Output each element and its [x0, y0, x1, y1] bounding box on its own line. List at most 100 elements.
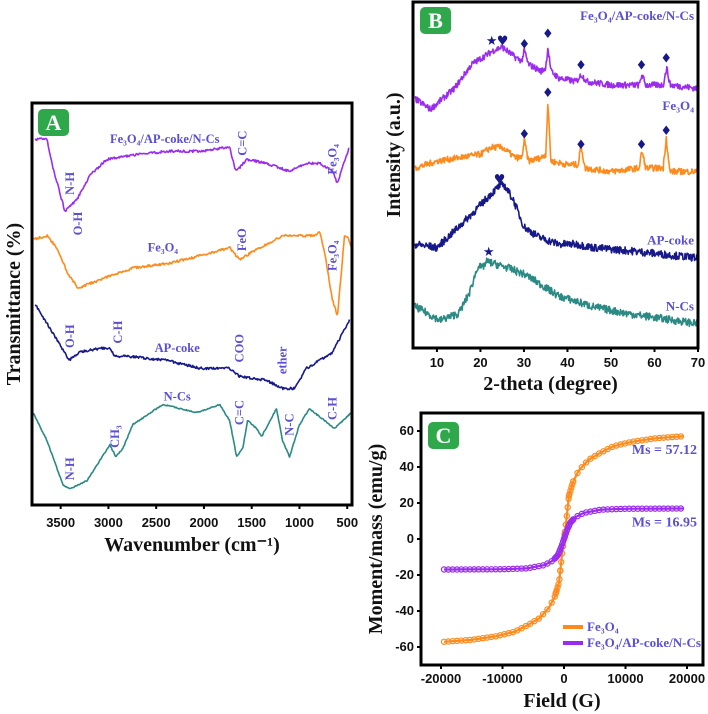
data-point	[548, 599, 555, 606]
x-axis-title: Field (G)	[523, 690, 600, 712]
data-point	[518, 565, 525, 572]
series-line-ap-coke	[34, 304, 351, 391]
peak-annotation: C=C	[233, 400, 247, 425]
series-line-fe-o-	[33, 231, 353, 316]
data-point	[557, 567, 564, 574]
peak-annotation: N-C	[283, 413, 297, 435]
data-point	[483, 634, 491, 641]
diamond-marker-icon: ♦	[575, 138, 587, 153]
y-axis-title: Intensity (a.u.)	[383, 92, 405, 217]
y-axis-title: Transmittance (%)	[3, 223, 25, 385]
data-point	[553, 587, 560, 594]
legend-label: Fe₃O₄/AP-coke/N-Cs	[587, 635, 701, 650]
data-point	[673, 505, 680, 512]
data-point	[488, 633, 495, 641]
data-point	[613, 505, 620, 513]
series-line-ap-coke	[414, 181, 699, 262]
data-point	[509, 565, 517, 573]
series-label: AP-coke	[647, 233, 694, 248]
data-point	[613, 442, 620, 449]
data-point	[673, 433, 680, 440]
peak-annotation: N-Cs	[164, 389, 191, 403]
diamond-marker-icon: ♦	[636, 138, 648, 153]
data-point	[558, 558, 565, 566]
diamond-marker-icon: ♦	[519, 127, 531, 142]
data-point	[582, 509, 590, 516]
data-point	[440, 566, 448, 573]
data-point	[496, 632, 504, 639]
ftir-panel: Fe₃O₄/AP-coke/N-Cs N-H O-H C=C Fe₃O₄ Fe₃O₄ FeO…	[3, 131, 358, 556]
data-point	[574, 469, 581, 477]
series-line-fe-o-ap-coke-n-cs	[414, 44, 699, 112]
data-point	[475, 635, 482, 643]
data-point	[492, 566, 499, 573]
data-point	[475, 566, 482, 573]
data-point	[531, 563, 538, 571]
peak-annotation: O-H	[71, 212, 85, 236]
data-point	[479, 566, 487, 573]
data-point	[453, 566, 461, 573]
xrd-frame	[411, 0, 700, 350]
data-point	[522, 565, 530, 572]
data-point	[449, 637, 456, 645]
data-point	[677, 505, 685, 512]
x-tick-label: 60	[647, 355, 661, 370]
diamond-marker-icon: ♦	[542, 27, 554, 42]
series-label: Fe₃O₄	[662, 98, 694, 113]
data-point	[591, 507, 598, 515]
x-tick-label: 20	[473, 355, 487, 370]
data-point	[621, 505, 629, 512]
data-point	[608, 506, 616, 513]
x-tick-label: 3500	[46, 515, 75, 530]
data-point	[492, 633, 499, 640]
heart-marker-icon: ♥	[494, 172, 506, 187]
diamond-marker-icon: ♦	[660, 124, 672, 139]
data-point	[630, 505, 637, 512]
badge-box	[38, 109, 69, 136]
legend-label: Fe₃O₄	[587, 619, 619, 634]
data-point	[651, 505, 659, 512]
data-point	[656, 505, 663, 512]
peak-annotation: O-H	[63, 324, 77, 348]
ftir-frame	[30, 101, 354, 507]
data-point	[656, 434, 663, 442]
data-point	[664, 505, 672, 512]
data-point	[458, 637, 465, 644]
star-marker-icon: ★	[483, 245, 495, 260]
peak-annotation: C-H	[325, 397, 339, 420]
data-point	[621, 440, 629, 447]
peak-annotation: CH₃	[108, 425, 122, 448]
x-tick-label: 2000	[189, 515, 218, 530]
data-point	[595, 506, 603, 514]
peak-annotation: Fe₃O₄	[148, 241, 179, 255]
data-point	[564, 504, 571, 511]
data-point	[660, 505, 667, 512]
data-point	[551, 593, 558, 600]
data-point	[643, 436, 650, 443]
data-point	[514, 565, 521, 572]
data-point	[587, 508, 594, 515]
x-tick-label: 3000	[94, 515, 123, 530]
x-axis-title: Wavenumber (cm⁻¹)	[104, 534, 280, 556]
x-tick-label: 30	[517, 355, 531, 370]
x-tick-label: 10	[430, 355, 444, 370]
x-axis-title: 2-theta (degree)	[483, 373, 618, 395]
panel-badge-B: B	[420, 7, 451, 34]
data-point	[578, 464, 586, 471]
series-line-fe-o-	[414, 103, 699, 176]
data-point	[544, 606, 551, 613]
data-point	[630, 438, 637, 445]
data-point	[479, 634, 487, 642]
x-tick-label: 40	[560, 355, 574, 370]
peak-annotation: Fe₃O₄	[325, 144, 339, 175]
data-point	[570, 478, 577, 485]
data-point	[669, 505, 676, 512]
data-point	[505, 565, 512, 573]
data-point	[501, 631, 508, 638]
data-point	[625, 439, 633, 446]
vsm-panel: Ms = 57.12 Ms = 16.95 Fe₃O₄Fe₃O₄/AP-coke/N…	[365, 423, 705, 712]
peak-annotation: COO	[233, 334, 247, 363]
series-label: Fe₃O₄/AP-coke/N-Cs	[580, 8, 694, 23]
data-point	[563, 512, 570, 520]
data-point	[660, 434, 667, 441]
